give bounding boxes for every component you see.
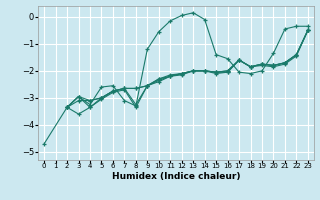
X-axis label: Humidex (Indice chaleur): Humidex (Indice chaleur)	[112, 172, 240, 181]
